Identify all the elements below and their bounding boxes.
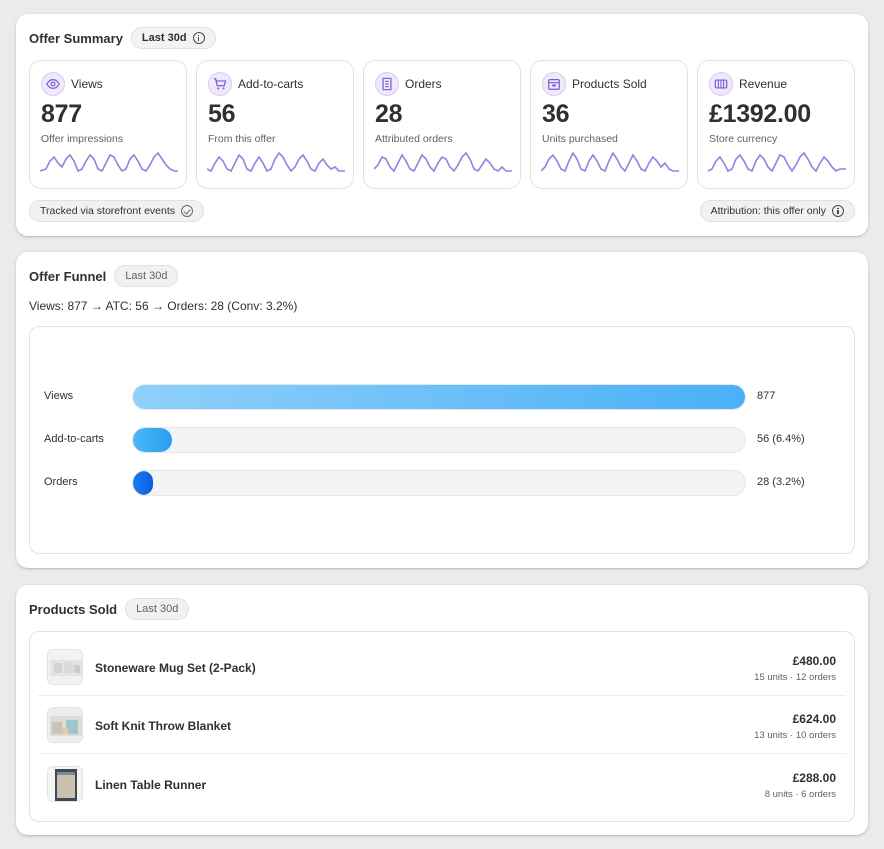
metric-value: 877 — [41, 100, 82, 128]
metric-card-products-sold: Products Sold 36 Units purchased — [530, 60, 688, 189]
sparkline — [40, 151, 178, 173]
metric-card-add-to-carts: Add-to-carts 56 From this offer — [196, 60, 354, 189]
offer-summary-title: Offer Summary — [29, 30, 123, 46]
products-sold-title: Products Sold — [29, 601, 118, 617]
product-row[interactable]: Soft Knit Throw Blanket £624.00 13 units… — [38, 698, 846, 754]
funnel-bar — [133, 385, 745, 409]
products-sold-header: Products Sold Last 30d — [29, 598, 190, 620]
funnel-row-add-to-carts: Add-to-carts 56 (6.4%) — [30, 427, 854, 453]
product-revenue: £624.00 — [792, 712, 836, 726]
product-revenue: £480.00 — [792, 654, 836, 668]
funnel-track — [132, 427, 746, 453]
metric-subtitle: Store currency — [709, 133, 778, 145]
metric-label: Orders — [405, 77, 442, 91]
receipt-icon — [375, 72, 399, 96]
offer-summary-range-badge[interactable]: Last 30d — [130, 27, 216, 49]
offer-summary-header: Offer Summary Last 30d — [29, 27, 216, 49]
box-icon — [542, 72, 566, 96]
offer-funnel-range-badge: Last 30d — [114, 265, 179, 287]
offer-funnel-card: Offer Funnel Last 30d Views: 877 → ATC: … — [16, 252, 868, 568]
metric-value: 28 — [375, 100, 403, 128]
product-thumbnail — [47, 649, 83, 685]
tracking-label: Tracked via storefront events — [40, 205, 176, 217]
product-units-orders: 15 units · 12 orders — [754, 672, 836, 683]
metric-cards: Views 877 Offer impressions Add-to-carts… — [29, 60, 855, 189]
metric-label: Add-to-carts — [238, 77, 304, 91]
sparkline — [708, 151, 846, 173]
metric-card-revenue: Revenue £1392.00 Store currency — [697, 60, 855, 189]
product-row[interactable]: Linen Table Runner £288.00 8 units · 6 o… — [38, 757, 846, 813]
metric-label: Products Sold — [572, 77, 647, 91]
product-name: Stoneware Mug Set (2-Pack) — [95, 661, 256, 675]
attribution-label: Attribution: this offer only — [710, 205, 826, 217]
cart-icon — [208, 72, 232, 96]
check-circle-icon — [181, 205, 194, 217]
products-sold-card: Products Sold Last 30d Stoneware Mug Set… — [16, 585, 868, 835]
metric-value: 56 — [208, 100, 236, 128]
sparkline — [374, 151, 512, 173]
funnel-row-orders: Orders 28 (3.2%) — [30, 470, 854, 496]
product-name: Linen Table Runner — [95, 778, 207, 792]
funnel-row-value: 56 (6.4%) — [757, 433, 805, 445]
metric-subtitle: Offer impressions — [41, 133, 124, 145]
offer-funnel-title: Offer Funnel — [29, 268, 107, 284]
product-revenue: £288.00 — [792, 771, 836, 785]
product-thumbnail — [47, 766, 83, 802]
offer-summary-card: Offer Summary Last 30d Views 877 Offer i… — [16, 14, 868, 236]
attribution-badge[interactable]: Attribution: this offer only — [699, 200, 855, 222]
funnel-bar — [133, 471, 153, 495]
funnel-track — [132, 384, 746, 410]
metric-value: £1392.00 — [709, 100, 811, 128]
products-sold-range-badge: Last 30d — [125, 598, 190, 620]
metric-subtitle: Attributed orders — [375, 133, 453, 145]
sparkline — [541, 151, 679, 173]
product-units-orders: 8 units · 6 orders — [764, 789, 836, 800]
metric-subtitle: From this offer — [208, 133, 276, 145]
metric-label: Revenue — [739, 77, 788, 91]
sparkline — [207, 151, 345, 173]
product-list: Stoneware Mug Set (2-Pack) £480.00 15 un… — [29, 631, 855, 822]
tracking-badge: Tracked via storefront events — [29, 200, 205, 222]
funnel-chart: Views 877 Add-to-carts 56 (6.4%) Orders … — [29, 326, 855, 554]
funnel-track — [132, 470, 746, 496]
funnel-row-label: Orders — [44, 476, 78, 488]
product-units-orders: 13 units · 10 orders — [754, 730, 836, 741]
funnel-row-value: 877 — [757, 390, 776, 402]
metric-card-views: Views 877 Offer impressions — [29, 60, 187, 189]
range-label: Last 30d — [141, 32, 187, 44]
metric-label: Views — [71, 77, 103, 91]
product-thumbnail — [47, 707, 83, 743]
funnel-bar — [133, 428, 173, 452]
offer-funnel-header: Offer Funnel Last 30d — [29, 265, 179, 287]
product-row[interactable]: Stoneware Mug Set (2-Pack) £480.00 15 un… — [38, 640, 846, 696]
cash-icon — [709, 72, 733, 96]
funnel-row-label: Add-to-carts — [44, 433, 104, 445]
funnel-row-views: Views 877 — [30, 384, 854, 410]
funnel-row-label: Views — [44, 390, 74, 402]
funnel-summary-text: Views: 877 → ATC: 56 → Orders: 28 (Conv:… — [29, 299, 298, 313]
eye-icon — [41, 72, 65, 96]
funnel-row-value: 28 (3.2%) — [757, 476, 805, 488]
product-name: Soft Knit Throw Blanket — [95, 719, 231, 733]
metric-subtitle: Units purchased — [542, 133, 618, 145]
metric-card-orders: Orders 28 Attributed orders — [363, 60, 521, 189]
info-icon[interactable] — [192, 32, 205, 44]
info-icon[interactable] — [832, 205, 844, 217]
metric-value: 36 — [542, 100, 570, 128]
